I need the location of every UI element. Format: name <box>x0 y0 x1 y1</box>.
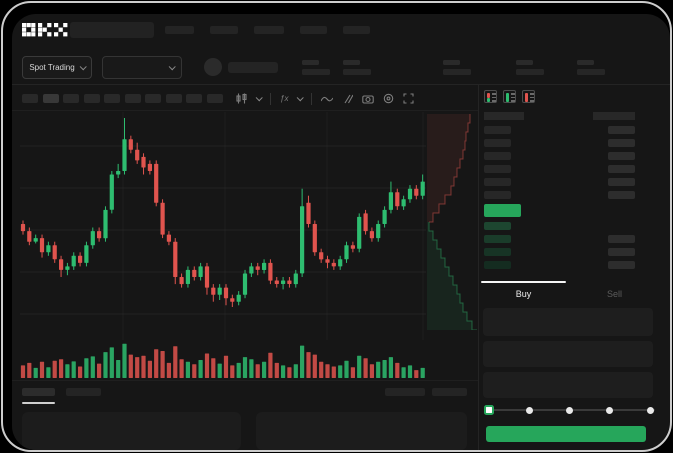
timeframe-button[interactable] <box>145 94 161 103</box>
orders-table-panel <box>22 412 241 450</box>
trade-input-field[interactable] <box>483 308 653 336</box>
asks-book-icon[interactable] <box>522 90 535 103</box>
parallel-lines-icon[interactable] <box>342 94 354 104</box>
stat-group <box>443 60 471 75</box>
volume-histogram <box>20 343 425 378</box>
trade-tabs: Buy Sell <box>478 281 660 305</box>
ask-row[interactable] <box>484 137 635 150</box>
chevron-down-icon[interactable] <box>255 94 263 102</box>
timeframe-button[interactable] <box>165 94 182 103</box>
history-table-panel <box>256 412 467 450</box>
timeframe-button[interactable] <box>83 94 100 103</box>
bid-row[interactable] <box>484 233 635 246</box>
bid-row[interactable] <box>484 246 635 259</box>
bids-book-icon[interactable] <box>503 90 516 103</box>
search-input[interactable] <box>70 22 154 38</box>
timeframe-buttons <box>22 94 223 103</box>
slider-handle[interactable] <box>484 405 494 415</box>
bottom-tab-active[interactable] <box>22 388 55 396</box>
timeframe-button[interactable] <box>42 94 59 103</box>
bid-row[interactable] <box>484 259 635 272</box>
fullscreen-icon[interactable] <box>403 93 415 104</box>
tab-buy[interactable]: Buy <box>478 281 569 305</box>
toolbar-separator <box>270 92 271 105</box>
bid-row[interactable] <box>484 220 635 233</box>
chart-toolbar-icons: ƒx <box>236 91 415 106</box>
stat-group <box>343 60 371 75</box>
app-window: Spot Trading ƒx Buy Sell <box>12 14 670 450</box>
camera-icon[interactable] <box>362 94 375 104</box>
slider-stop[interactable] <box>525 406 533 414</box>
pair-name-placeholder <box>228 62 278 73</box>
trade-input-field[interactable] <box>483 372 653 398</box>
market-stats <box>302 60 642 78</box>
bottom-tab[interactable] <box>66 388 101 396</box>
timeframe-button[interactable] <box>104 94 120 103</box>
amount-slider[interactable] <box>484 402 655 418</box>
candle-style-icon[interactable] <box>236 93 247 104</box>
trade-input-field[interactable] <box>483 341 653 367</box>
chevron-down-icon <box>79 63 87 71</box>
indicators-fx-icon[interactable]: ƒx <box>280 94 289 103</box>
candlestick-chart[interactable] <box>20 112 426 340</box>
orderbook-amount-header <box>593 112 635 120</box>
slider-stop[interactable] <box>606 406 614 414</box>
okx-logo <box>22 23 68 38</box>
combined-book-icon[interactable] <box>484 90 497 103</box>
trading-mode-selector[interactable]: Spot Trading <box>22 56 92 79</box>
stat-group <box>516 60 544 75</box>
depth-chart <box>427 114 477 330</box>
ask-row[interactable] <box>484 163 635 176</box>
nav-item-placeholder[interactable] <box>343 26 370 34</box>
pair-logo-avatar <box>204 58 222 76</box>
timeframe-button[interactable] <box>63 94 79 103</box>
toolbar-separator <box>311 92 313 105</box>
ask-row[interactable] <box>484 189 635 202</box>
stat-group <box>302 60 330 75</box>
line-chart-icon[interactable] <box>321 94 334 104</box>
timeframe-button[interactable] <box>22 94 38 103</box>
panel-divider <box>478 84 479 450</box>
orderbook-bids <box>484 220 635 272</box>
bottom-tab-indicator <box>22 402 55 404</box>
header-nav <box>165 26 370 34</box>
trading-mode-label: Spot Trading <box>29 63 75 72</box>
timeframe-button[interactable] <box>124 94 141 103</box>
tab-sell[interactable]: Sell <box>606 289 622 299</box>
nav-item-placeholder[interactable] <box>300 26 327 34</box>
ask-row[interactable] <box>484 150 635 163</box>
chevron-down-icon <box>168 63 176 71</box>
nav-item-placeholder[interactable] <box>210 26 238 34</box>
last-price-badge[interactable] <box>484 204 521 217</box>
timeframe-button[interactable] <box>186 94 202 103</box>
ask-row[interactable] <box>484 176 635 189</box>
timeframe-button[interactable] <box>206 94 223 103</box>
chevron-down-icon[interactable] <box>297 94 305 102</box>
pair-dropdown[interactable] <box>102 56 182 79</box>
bottom-action-placeholder[interactable] <box>385 388 425 396</box>
bottom-action-placeholder[interactable] <box>432 388 467 396</box>
slider-stop[interactable] <box>566 406 573 414</box>
chart-bottom-divider <box>12 380 478 381</box>
nav-item-placeholder[interactable] <box>165 26 194 34</box>
orderbook-price-header <box>484 112 524 120</box>
ask-row[interactable] <box>484 124 635 137</box>
stat-group <box>577 60 605 75</box>
toolbar-divider <box>12 110 478 111</box>
orderbook-view-modes <box>484 90 535 103</box>
header-divider <box>12 84 670 85</box>
orderbook-asks <box>484 124 635 202</box>
nav-item-placeholder[interactable] <box>254 26 284 34</box>
settings-gear-icon[interactable] <box>383 93 394 104</box>
buy-submit-button[interactable] <box>486 426 646 442</box>
trade-form-fields <box>483 308 653 403</box>
slider-stop[interactable] <box>646 406 654 414</box>
